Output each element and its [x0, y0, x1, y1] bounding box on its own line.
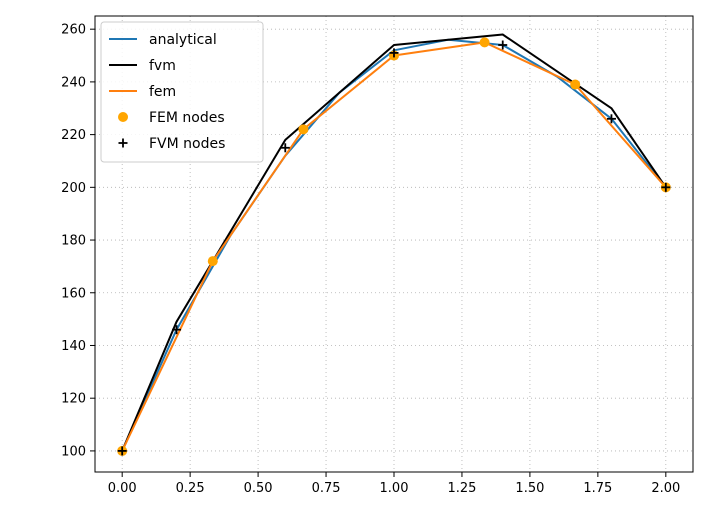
- x-tick-label: 0.25: [176, 481, 205, 496]
- legend-entry-analytical: analytical: [109, 32, 217, 48]
- legend-label: fvm: [149, 58, 176, 74]
- y-tick-label: 160: [61, 286, 86, 301]
- fvm-nodes-point: [280, 143, 290, 153]
- legend-label: FEM nodes: [149, 110, 225, 126]
- legend: analytical fvm fem FEM nodes FVM nodes: [100, 21, 264, 163]
- y-tick-label: 180: [61, 234, 86, 249]
- fem-nodes-point: [207, 256, 218, 267]
- y-tick-label: 120: [61, 392, 86, 407]
- y-tick-label: 140: [61, 339, 86, 354]
- y-tick-label: 220: [61, 128, 86, 143]
- y-tick-label: 260: [61, 23, 86, 38]
- fem-nodes-point: [298, 124, 309, 135]
- legend-swatch: [118, 112, 128, 122]
- x-tick-label: 0.00: [108, 481, 137, 496]
- fem-nodes-point: [570, 79, 581, 90]
- fvm-nodes-point: [172, 325, 182, 335]
- fvm-nodes-point: [606, 114, 616, 124]
- legend-label: FVM nodes: [149, 136, 225, 152]
- fem-nodes-point: [479, 37, 490, 48]
- fvm-nodes-point: [661, 182, 671, 192]
- x-tick-label: 0.75: [312, 481, 341, 496]
- fvm-nodes-point: [117, 446, 127, 456]
- legend-label: fem: [149, 84, 176, 100]
- x-tick-label: 0.50: [244, 481, 273, 496]
- fvm-nodes-point: [389, 48, 399, 58]
- legend-swatch: [118, 138, 128, 148]
- y-tick-label: 240: [61, 75, 86, 90]
- legend-entry-fvm-nodes: FVM nodes: [118, 136, 225, 152]
- legend-box: [100, 21, 264, 163]
- plot-series: [117, 33, 671, 456]
- y-tick-label: 200: [61, 181, 86, 196]
- x-tick-label: 1.00: [380, 481, 409, 496]
- legend-entry-fem-nodes: FEM nodes: [118, 110, 225, 126]
- x-tick-label: 1.75: [583, 481, 612, 496]
- legend-label: analytical: [149, 32, 217, 48]
- fvm-line: [121, 33, 667, 452]
- fvm-nodes-point: [498, 40, 508, 50]
- y-tick-label: 100: [61, 444, 86, 459]
- x-tick-label: 1.50: [515, 481, 544, 496]
- legend-entry-fem: fem: [109, 84, 176, 100]
- x-tick-label: 2.00: [651, 481, 680, 496]
- axis-ticks: 0.00 0.25 0.50 0.75 1.00 1.25 1.50 1.75 2.00 100 1…: [61, 23, 680, 496]
- x-tick-label: 1.25: [447, 481, 476, 496]
- legend-entry-fvm: fvm: [109, 58, 176, 74]
